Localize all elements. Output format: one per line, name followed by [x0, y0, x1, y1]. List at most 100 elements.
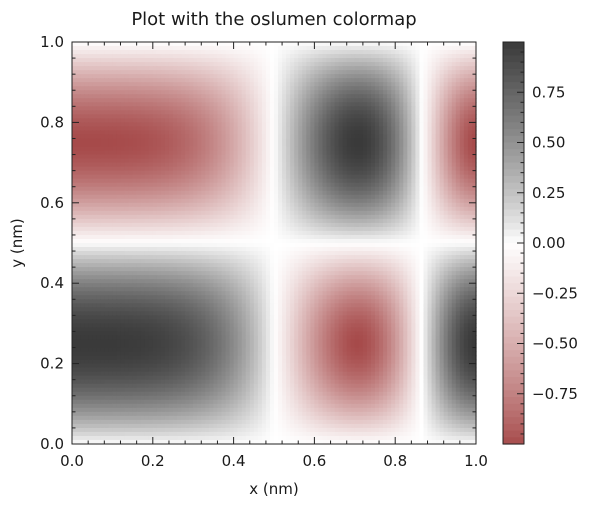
heatmap-cell: [84, 58, 89, 63]
heatmap-cell: [96, 130, 101, 136]
heatmap-cell: [136, 106, 142, 111]
heatmap-cell: [391, 146, 396, 152]
heatmap-cell: [431, 74, 437, 79]
heatmap-cell: [217, 182, 223, 188]
heatmap-cell: [140, 54, 146, 59]
heatmap-cell: [88, 110, 93, 115]
heatmap-cell: [423, 54, 429, 59]
heatmap-cell: [415, 194, 421, 200]
heatmap-cell: [403, 170, 408, 176]
heatmap-cell: [128, 198, 134, 204]
heatmap-cell: [286, 50, 291, 55]
heatmap-cell: [350, 162, 356, 168]
heatmap-cell: [455, 118, 461, 123]
heatmap-cell: [84, 42, 89, 47]
heatmap-cell: [383, 134, 388, 140]
heatmap-cell: [278, 238, 283, 244]
heatmap-cell: [152, 182, 158, 188]
heatmap-cell: [217, 210, 223, 216]
heatmap-cell: [241, 206, 247, 212]
heatmap-cell: [253, 94, 259, 99]
heatmap-cell: [124, 74, 130, 79]
heatmap-cell: [439, 114, 445, 119]
heatmap-cell: [152, 194, 158, 200]
heatmap-cell: [387, 138, 392, 144]
heatmap-cell: [286, 218, 291, 224]
heatmap-cell: [439, 142, 445, 148]
heatmap-cell: [423, 234, 429, 240]
heatmap-cell: [140, 202, 146, 208]
heatmap-cell: [144, 130, 150, 136]
heatmap-cell: [205, 174, 210, 180]
heatmap-cell: [213, 190, 219, 196]
heatmap-cell: [76, 182, 81, 188]
heatmap-cell: [152, 94, 158, 99]
heatmap-cell: [168, 102, 174, 107]
heatmap-cell: [92, 226, 97, 232]
heatmap-cell: [140, 230, 146, 236]
heatmap-cell: [302, 206, 307, 212]
heatmap-cell: [362, 74, 368, 79]
heatmap-cell: [76, 142, 81, 148]
heatmap-cell: [201, 190, 206, 196]
heatmap-cell: [375, 74, 380, 79]
heatmap-cell: [177, 110, 182, 115]
heatmap-cell: [201, 222, 206, 228]
heatmap-cell: [148, 190, 154, 196]
heatmap-cell: [387, 110, 392, 115]
heatmap-cell: [467, 102, 473, 107]
heatmap-cell: [467, 174, 473, 180]
heatmap-cell: [124, 190, 130, 196]
heatmap-cell: [241, 162, 247, 168]
heatmap-cell: [261, 198, 267, 204]
heatmap-cell: [451, 130, 457, 136]
heatmap-cell: [326, 94, 332, 99]
heatmap-cell: [366, 62, 372, 67]
heatmap-cell: [185, 210, 190, 216]
heatmap-cell: [314, 106, 320, 111]
heatmap-cell: [96, 198, 101, 204]
heatmap-cell: [370, 210, 376, 216]
heatmap-cell: [92, 202, 97, 208]
heatmap-cell: [80, 218, 85, 224]
heatmap-cell: [455, 42, 461, 47]
heatmap-cell: [189, 106, 194, 111]
heatmap-cell: [274, 134, 279, 140]
heatmap-cell: [253, 138, 259, 144]
heatmap-cell: [185, 162, 190, 168]
heatmap-cell: [387, 182, 392, 188]
heatmap-cell: [189, 134, 194, 140]
heatmap-cell: [286, 126, 291, 132]
heatmap-cell: [96, 90, 101, 95]
heatmap-cell: [282, 230, 287, 236]
heatmap-cell: [399, 118, 404, 123]
heatmap-cell: [144, 70, 150, 75]
heatmap-cell: [104, 146, 109, 152]
heatmap-cell: [193, 178, 198, 184]
heatmap-cell: [72, 86, 77, 91]
heatmap-cell: [108, 238, 113, 244]
heatmap-cell: [237, 222, 243, 228]
heatmap-cell: [443, 138, 449, 144]
heatmap-cell: [342, 170, 348, 176]
heatmap-cell: [310, 70, 315, 75]
heatmap-cell: [354, 66, 360, 71]
heatmap-cell: [100, 142, 105, 148]
heatmap-cell: [72, 50, 77, 55]
heatmap-cell: [310, 78, 315, 83]
heatmap-cell: [132, 158, 138, 164]
heatmap-cell: [278, 98, 283, 103]
heatmap-cell: [423, 70, 429, 75]
heatmap-cell: [221, 218, 227, 224]
heatmap-cell: [124, 50, 130, 55]
heatmap-cell: [383, 190, 388, 196]
heatmap-cell: [160, 182, 166, 188]
heatmap-cell: [185, 98, 190, 103]
heatmap-cell: [80, 126, 85, 132]
heatmap-cell: [395, 234, 400, 240]
heatmap-cell: [314, 54, 320, 59]
heatmap-cell: [322, 230, 328, 236]
heatmap-cell: [399, 198, 404, 204]
heatmap-cell: [136, 198, 142, 204]
heatmap-cell: [310, 194, 315, 200]
